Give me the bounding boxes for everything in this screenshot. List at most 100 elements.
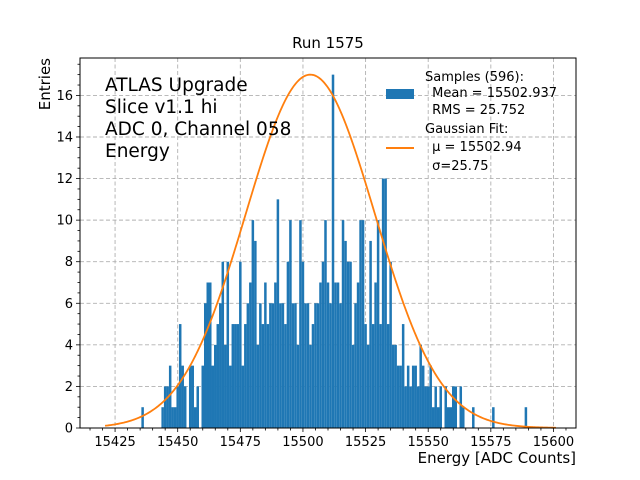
histogram-bar — [314, 303, 317, 428]
y-tick-label: 2 — [65, 380, 73, 395]
histogram-bar — [309, 344, 312, 428]
histogram-bar — [271, 303, 275, 428]
histogram-bar — [369, 240, 372, 428]
legend-swatch-samples — [386, 89, 414, 99]
legend-fit-mu: μ = 15502.94 — [428, 140, 522, 155]
histogram-bar — [339, 303, 342, 428]
histogram-bar — [209, 282, 212, 428]
histogram-bar — [346, 261, 350, 428]
histogram-bar — [384, 178, 387, 428]
histogram-bar — [334, 282, 337, 428]
histogram-bar — [319, 282, 322, 428]
histogram-bar — [386, 324, 390, 428]
histogram-bar — [276, 199, 280, 428]
histogram-bar — [452, 386, 455, 428]
histogram-bar — [421, 365, 425, 428]
histogram-bar — [168, 365, 172, 428]
histogram-bar — [462, 407, 465, 428]
histogram-bar — [259, 303, 262, 428]
histogram-bar — [472, 407, 475, 428]
histogram-bar — [376, 220, 380, 428]
histogram-bar — [329, 303, 332, 428]
histogram-bar — [459, 386, 463, 428]
x-tick-label: 15525 — [345, 435, 386, 450]
histogram-bar — [524, 407, 528, 428]
histogram-bar — [331, 74, 335, 428]
annotation-block: ATLAS Upgrade Slice v1.1 hi ADC 0, Chann… — [105, 75, 291, 162]
histogram-bar — [311, 324, 315, 428]
histogram-bar — [294, 303, 297, 428]
histogram-bar — [416, 386, 420, 428]
histogram-bar — [289, 220, 292, 428]
histogram-bar — [394, 344, 397, 428]
histogram-bar — [141, 407, 144, 428]
histogram-bar — [454, 386, 458, 428]
histogram-bar — [226, 261, 230, 428]
histogram-bar — [176, 386, 179, 428]
y-tick-label: 6 — [65, 297, 73, 312]
histogram-bar — [366, 344, 370, 428]
histogram-bar — [216, 324, 220, 428]
histogram-bar — [374, 282, 377, 428]
legend-samples-rms: RMS = 25.752 — [428, 103, 525, 118]
histogram-bar — [356, 282, 360, 428]
histogram-bar — [163, 386, 167, 428]
histogram-bar — [389, 261, 392, 428]
legend-fit-sigma: σ=25.75 — [428, 159, 488, 174]
histogram-bar — [171, 407, 174, 428]
histogram-bar — [178, 324, 182, 428]
histogram-bar — [341, 220, 345, 428]
y-axis-ticks: 0 2 4 6 8 10 12 14 16 — [56, 63, 80, 437]
x-tick-label: 15575 — [470, 435, 511, 450]
histogram-bar — [261, 324, 265, 428]
histogram-bar — [344, 240, 347, 428]
y-tick-label: 8 — [65, 255, 73, 270]
histogram-bar — [191, 365, 194, 428]
histogram-bar — [166, 386, 169, 428]
histogram-bar — [291, 303, 295, 428]
histogram-bar — [234, 324, 237, 428]
histogram-bar — [239, 261, 242, 428]
x-tick-label: 15500 — [282, 435, 323, 450]
histogram-bar — [301, 261, 305, 428]
histogram-bar — [371, 324, 375, 428]
legend: Samples (596): Mean = 15502.937 RMS = 25… — [386, 70, 557, 174]
legend-samples-mean: Mean = 15502.937 — [428, 86, 557, 101]
x-tick-label: 15550 — [408, 435, 449, 450]
histogram-bar — [279, 303, 282, 428]
histogram-bar — [492, 407, 495, 428]
histogram-bar — [399, 365, 402, 428]
histogram-bar — [424, 386, 427, 428]
annotation-line-1: ATLAS Upgrade — [105, 75, 248, 96]
histogram-bar — [434, 386, 437, 428]
histogram-bar — [364, 324, 367, 428]
histogram-bar — [244, 324, 247, 428]
histogram-bar — [349, 261, 352, 428]
histogram-bars — [141, 74, 528, 428]
y-tick-label: 0 — [65, 422, 73, 437]
histogram-bar — [299, 220, 302, 428]
histogram-bar — [201, 365, 204, 428]
histogram-bar — [431, 407, 435, 428]
histogram-bar — [336, 282, 340, 428]
histogram-bar — [249, 282, 252, 428]
histogram-bar — [284, 324, 287, 428]
histogram-bar — [181, 365, 184, 428]
histogram-bar — [436, 407, 440, 428]
histogram-bar — [241, 365, 245, 428]
annotation-line-3: ADC 0, Channel 058 — [105, 119, 291, 140]
histogram-bar — [264, 282, 267, 428]
annotation-line-2: Slice v1.1 hi — [105, 97, 218, 118]
histogram-bar — [229, 365, 232, 428]
histogram-bar — [221, 261, 225, 428]
histogram-bar — [391, 344, 395, 428]
y-tick-label: 10 — [56, 214, 73, 229]
histogram-bar — [316, 303, 320, 428]
histogram-bar — [304, 303, 307, 428]
histogram-bar — [409, 386, 412, 428]
histogram-bar — [381, 178, 385, 428]
histogram-bar — [211, 365, 215, 428]
histogram-bar — [246, 303, 250, 428]
x-tick-label: 15600 — [533, 435, 574, 450]
